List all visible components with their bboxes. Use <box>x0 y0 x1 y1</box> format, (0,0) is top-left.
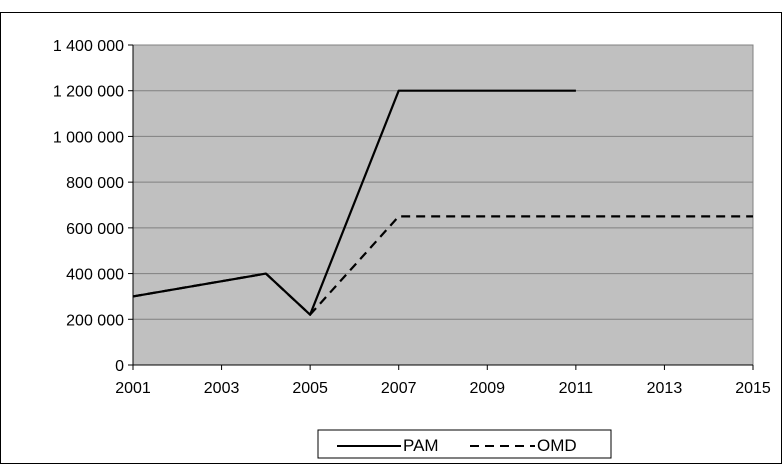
x-tick-label: 2015 <box>735 380 771 397</box>
plot-area <box>132 44 754 366</box>
x-tick-label: 2009 <box>469 380 505 397</box>
legend: PAM OMD <box>317 429 612 459</box>
x-tick-label: 2003 <box>204 380 240 397</box>
y-tick-label: 0 <box>115 358 124 375</box>
x-tick-label: 2001 <box>115 380 151 397</box>
legend-box <box>317 429 612 459</box>
series-group <box>132 89 753 316</box>
y-tick-label: 400 000 <box>66 267 124 284</box>
x-axis: 2001 2003 2005 2007 2009 2011 2013 2015 <box>115 364 771 397</box>
y-tick-label: 600 000 <box>66 221 124 238</box>
y-tick-label: 1 200 000 <box>53 84 124 101</box>
y-tick-label: 800 000 <box>66 175 124 192</box>
x-tick-label: 2013 <box>647 380 683 397</box>
x-tick-label: 2007 <box>381 380 417 397</box>
x-tick-label: 2011 <box>559 380 594 397</box>
x-tick-label: 2005 <box>292 380 328 397</box>
y-tick-label: 1 000 000 <box>53 129 124 146</box>
legend-label-omd: OMD <box>537 436 577 455</box>
legend-label-pam: PAM <box>403 436 439 455</box>
y-tick-label: 200 000 <box>66 312 124 329</box>
y-tick-label: 1 400 000 <box>53 38 124 55</box>
series-line-pam <box>132 89 576 316</box>
y-axis: 0 200 000 400 000 600 000 800 000 1 000 000 1 … <box>53 38 134 375</box>
